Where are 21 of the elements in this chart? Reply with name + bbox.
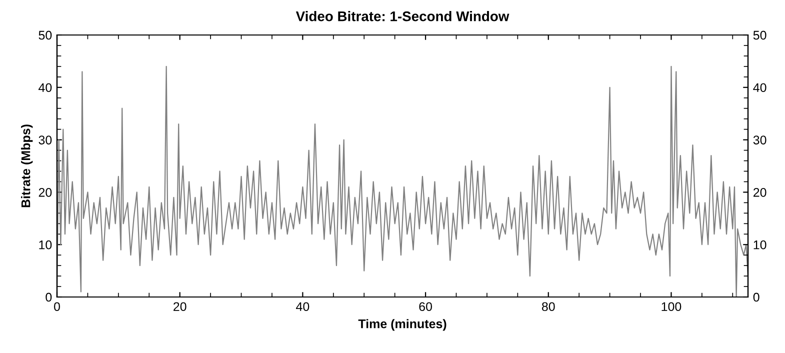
y-tick-label: 20 <box>38 188 52 197</box>
y-tick-label: 30 <box>38 136 52 144</box>
y2-tick-label: 30 <box>753 136 766 144</box>
y2-tick-label: 10 <box>754 240 766 250</box>
y-axis-title: Bitrate (Mbps) <box>21 124 33 208</box>
x-tick-label: 0 <box>54 302 60 312</box>
x-tick-label: 100 <box>662 302 682 312</box>
x-axis-title: Time (minutes) <box>358 319 446 331</box>
y-tick-label: 50 <box>38 30 52 40</box>
x-tick-label: 60 <box>419 302 432 312</box>
y-tick-label: 10 <box>39 240 52 250</box>
y2-tick-label: 40 <box>753 83 766 92</box>
x-tick-label: 40 <box>296 302 310 312</box>
y2-tick-label: 0 <box>753 292 760 302</box>
y-tick-label: 40 <box>38 83 52 92</box>
x-tick-label: 20 <box>174 302 186 312</box>
y2-tick-label: 20 <box>753 188 766 197</box>
y2-tick-label: 50 <box>753 30 766 40</box>
y-tick-label: 0 <box>46 292 52 302</box>
chart-title: Video Bitrate: 1-Second Window <box>296 11 510 22</box>
x-tick-label: 80 <box>542 302 555 312</box>
